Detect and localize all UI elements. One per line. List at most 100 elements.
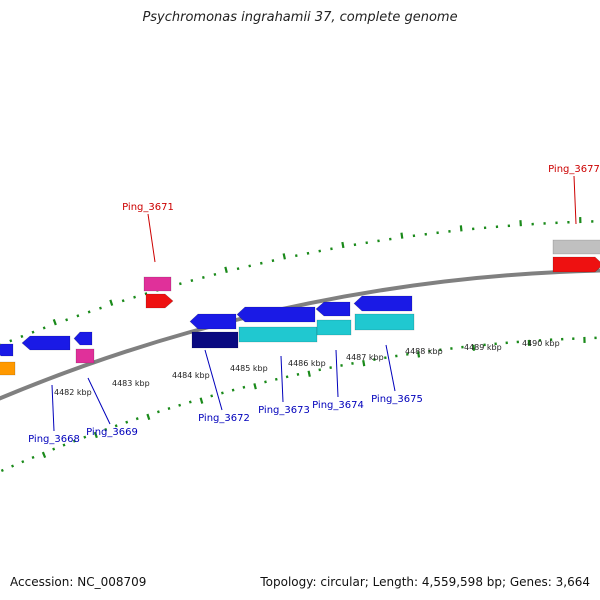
tick-mark bbox=[31, 330, 35, 334]
tick-mark bbox=[201, 275, 205, 279]
tick-label: 4488 kbp bbox=[405, 347, 443, 356]
gene-cyan-feature-2 bbox=[316, 319, 352, 336]
gene-leader-line bbox=[573, 175, 577, 225]
gene-ping-3675 bbox=[353, 295, 413, 312]
tick-mark bbox=[417, 351, 421, 358]
tick-mark bbox=[76, 314, 80, 318]
tick-mark bbox=[0, 468, 4, 473]
tick-mark bbox=[41, 451, 47, 459]
tick-mark bbox=[146, 413, 151, 421]
tick-mark bbox=[190, 279, 194, 283]
gene-label[interactable]: Ping_3672 bbox=[198, 413, 250, 424]
gene-navy-feature bbox=[191, 331, 239, 349]
tick-mark bbox=[199, 397, 204, 404]
gene-orange-feature bbox=[0, 361, 16, 376]
gene-ping-3668 bbox=[21, 335, 71, 351]
gene-leader-line bbox=[280, 355, 284, 403]
tick-mark bbox=[248, 264, 252, 268]
topology-stats-text: Topology: circular; Length: 4,559,598 bp… bbox=[260, 575, 590, 589]
gene-label[interactable]: Ping_3671 bbox=[122, 202, 174, 213]
tick-mark bbox=[52, 318, 57, 326]
tick-mark bbox=[231, 388, 235, 392]
gene-ping-3677 bbox=[552, 256, 600, 273]
gene-label[interactable]: Ping_3669 bbox=[86, 427, 138, 438]
tick-mark bbox=[271, 259, 275, 263]
tick-mark bbox=[21, 460, 25, 464]
accession-text: Accession: NC_008709 bbox=[10, 575, 147, 589]
tick-mark bbox=[87, 310, 91, 314]
gene-gray-forward bbox=[552, 239, 600, 255]
tick-mark bbox=[282, 253, 286, 260]
map-title: Psychromonas ingrahamii 37, complete gen… bbox=[142, 10, 458, 25]
tick-label: 4486 kbp bbox=[288, 359, 326, 368]
tick-mark bbox=[156, 410, 160, 414]
tick-mark bbox=[65, 318, 69, 322]
gene-ping-3669-arrow bbox=[73, 331, 93, 346]
tick-mark bbox=[296, 372, 300, 376]
tick-labels: 4482 kbp 4483 kbp 4484 kbp 4485 kbp 4486 kbp… bbox=[54, 339, 560, 397]
tick-mark bbox=[210, 394, 214, 398]
gene-cyan-feature-1 bbox=[238, 326, 318, 343]
tick-label: 4485 kbp bbox=[230, 364, 268, 373]
tick-label: 4482 kbp bbox=[54, 388, 92, 397]
tick-mark bbox=[224, 266, 228, 274]
tick-mark bbox=[400, 232, 404, 239]
tick-mark bbox=[135, 417, 139, 421]
tick-label: 4489 kbp bbox=[464, 343, 502, 352]
tick-mark bbox=[104, 427, 108, 432]
tick-mark bbox=[83, 435, 87, 439]
gene-label[interactable]: Ping_3668 bbox=[28, 434, 80, 445]
gene-leader-line bbox=[147, 213, 156, 263]
tick-mark bbox=[221, 391, 224, 395]
gene-label[interactable]: Ping_3677 bbox=[548, 164, 600, 175]
tick-mark bbox=[99, 306, 102, 310]
tick-mark bbox=[307, 370, 311, 377]
tick-mark bbox=[11, 464, 15, 468]
gene-ping-3672 bbox=[189, 313, 237, 330]
gene-label[interactable]: Ping_3674 bbox=[312, 400, 364, 411]
gene-label[interactable]: Ping_3675 bbox=[371, 394, 423, 405]
tick-mark bbox=[362, 360, 366, 367]
tick-label: 4484 kbp bbox=[172, 371, 210, 380]
tick-mark bbox=[178, 403, 182, 407]
tick-mark bbox=[274, 377, 278, 381]
gene-leader-line bbox=[51, 384, 55, 432]
outer-tick-track bbox=[0, 217, 594, 347]
gene-labels: Ping_3671 Ping_3677 Ping_3668 Ping_3669 Ping… bbox=[28, 164, 600, 445]
gene-features bbox=[0, 239, 600, 376]
tick-mark bbox=[213, 272, 217, 276]
tick-mark bbox=[472, 344, 476, 351]
gene-pink-feature bbox=[75, 348, 95, 364]
tick-mark bbox=[188, 400, 192, 404]
tick-mark bbox=[20, 334, 24, 338]
tick-mark bbox=[242, 385, 246, 389]
tick-mark bbox=[264, 380, 267, 384]
tick-mark bbox=[114, 424, 118, 428]
gene-leader-line bbox=[204, 349, 223, 411]
gene-leader-line bbox=[87, 377, 111, 425]
tick-mark bbox=[93, 431, 98, 439]
tick-mark bbox=[9, 339, 13, 343]
tick-mark bbox=[62, 443, 66, 447]
tick-mark bbox=[42, 326, 46, 330]
tick-mark bbox=[178, 282, 182, 286]
gene-ping-3667 bbox=[0, 343, 14, 357]
tick-mark bbox=[318, 368, 322, 372]
tick-mark bbox=[31, 455, 35, 460]
gene-cyan-feature-3 bbox=[354, 313, 415, 331]
gene-ping-3671 bbox=[145, 293, 174, 309]
gene-label[interactable]: Ping_3673 bbox=[258, 405, 310, 416]
tick-mark bbox=[72, 439, 76, 443]
tick-mark bbox=[253, 383, 257, 390]
tick-mark bbox=[133, 295, 136, 299]
tick-mark bbox=[109, 299, 114, 306]
tick-mark bbox=[294, 254, 298, 258]
gene-ping-3673 bbox=[236, 306, 316, 323]
tick-label: 4490 kbp bbox=[522, 339, 560, 348]
tick-label: 4483 kbp bbox=[112, 379, 150, 388]
gene-pink-forward bbox=[143, 276, 172, 292]
tick-label: 4487 kbp bbox=[346, 353, 384, 362]
tick-mark bbox=[459, 225, 463, 232]
tick-mark bbox=[52, 447, 56, 451]
